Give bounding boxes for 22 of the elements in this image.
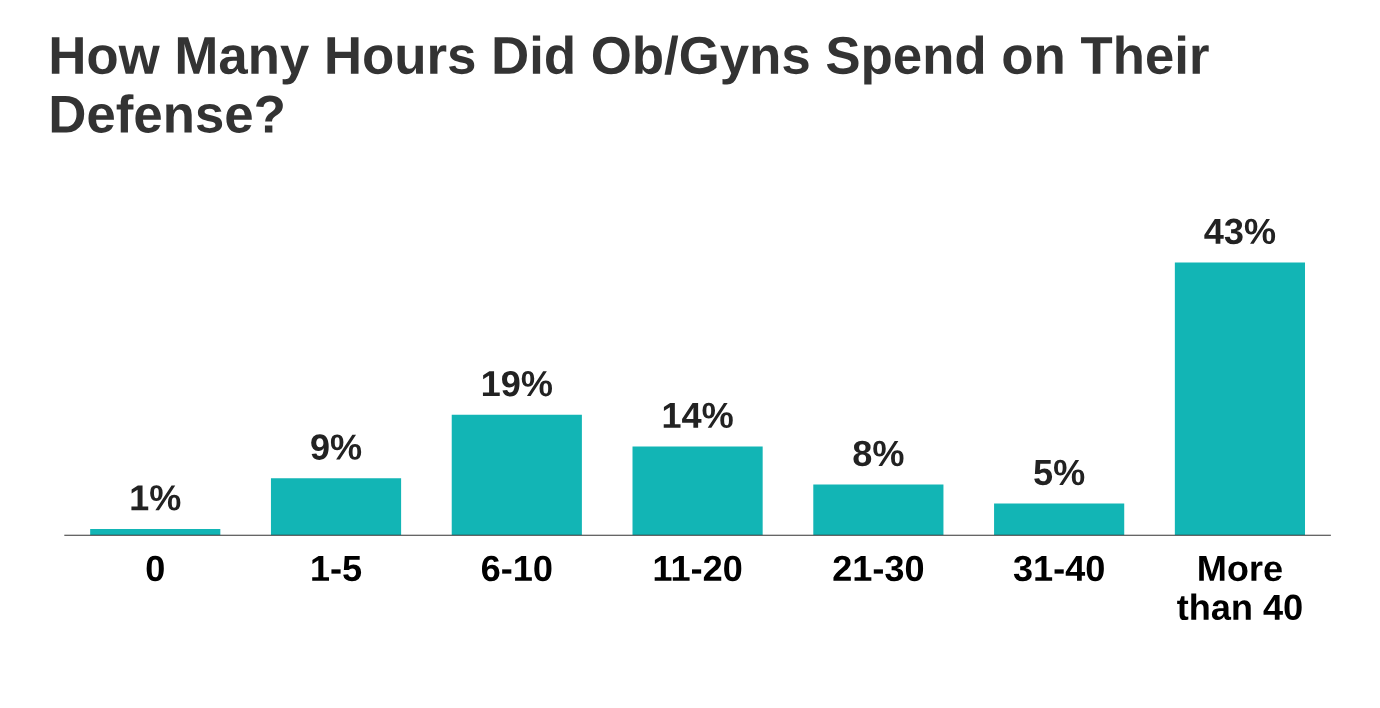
x-tick-label: 21-30: [833, 555, 924, 582]
bar: [270, 478, 402, 536]
bar: [632, 446, 763, 536]
bar: [451, 414, 582, 536]
data-label: 8%: [853, 440, 904, 467]
data-label: 5%: [1034, 459, 1085, 486]
bar: [813, 484, 944, 536]
x-tick-label: 31-40: [1013, 555, 1104, 582]
bar: [1174, 262, 1306, 536]
data-label: 9%: [311, 434, 362, 460]
data-label: 1%: [131, 485, 181, 511]
data-label: 43%: [1204, 218, 1276, 245]
data-label: 14%: [663, 402, 733, 429]
x-tick-label: More than 40: [1177, 556, 1302, 621]
x-tick-label: 6-10: [482, 555, 552, 582]
bar: [90, 528, 221, 536]
x-tick-label: 1-5: [312, 556, 362, 582]
data-label: 19%: [482, 370, 552, 397]
x-tick-label: 11-20: [654, 555, 742, 582]
chart-title: How Many Hours Did Ob/Gyns Spend on Their Defense?: [51, 35, 1209, 133]
x-tick-label: 0: [146, 555, 164, 582]
bar: [994, 503, 1125, 536]
